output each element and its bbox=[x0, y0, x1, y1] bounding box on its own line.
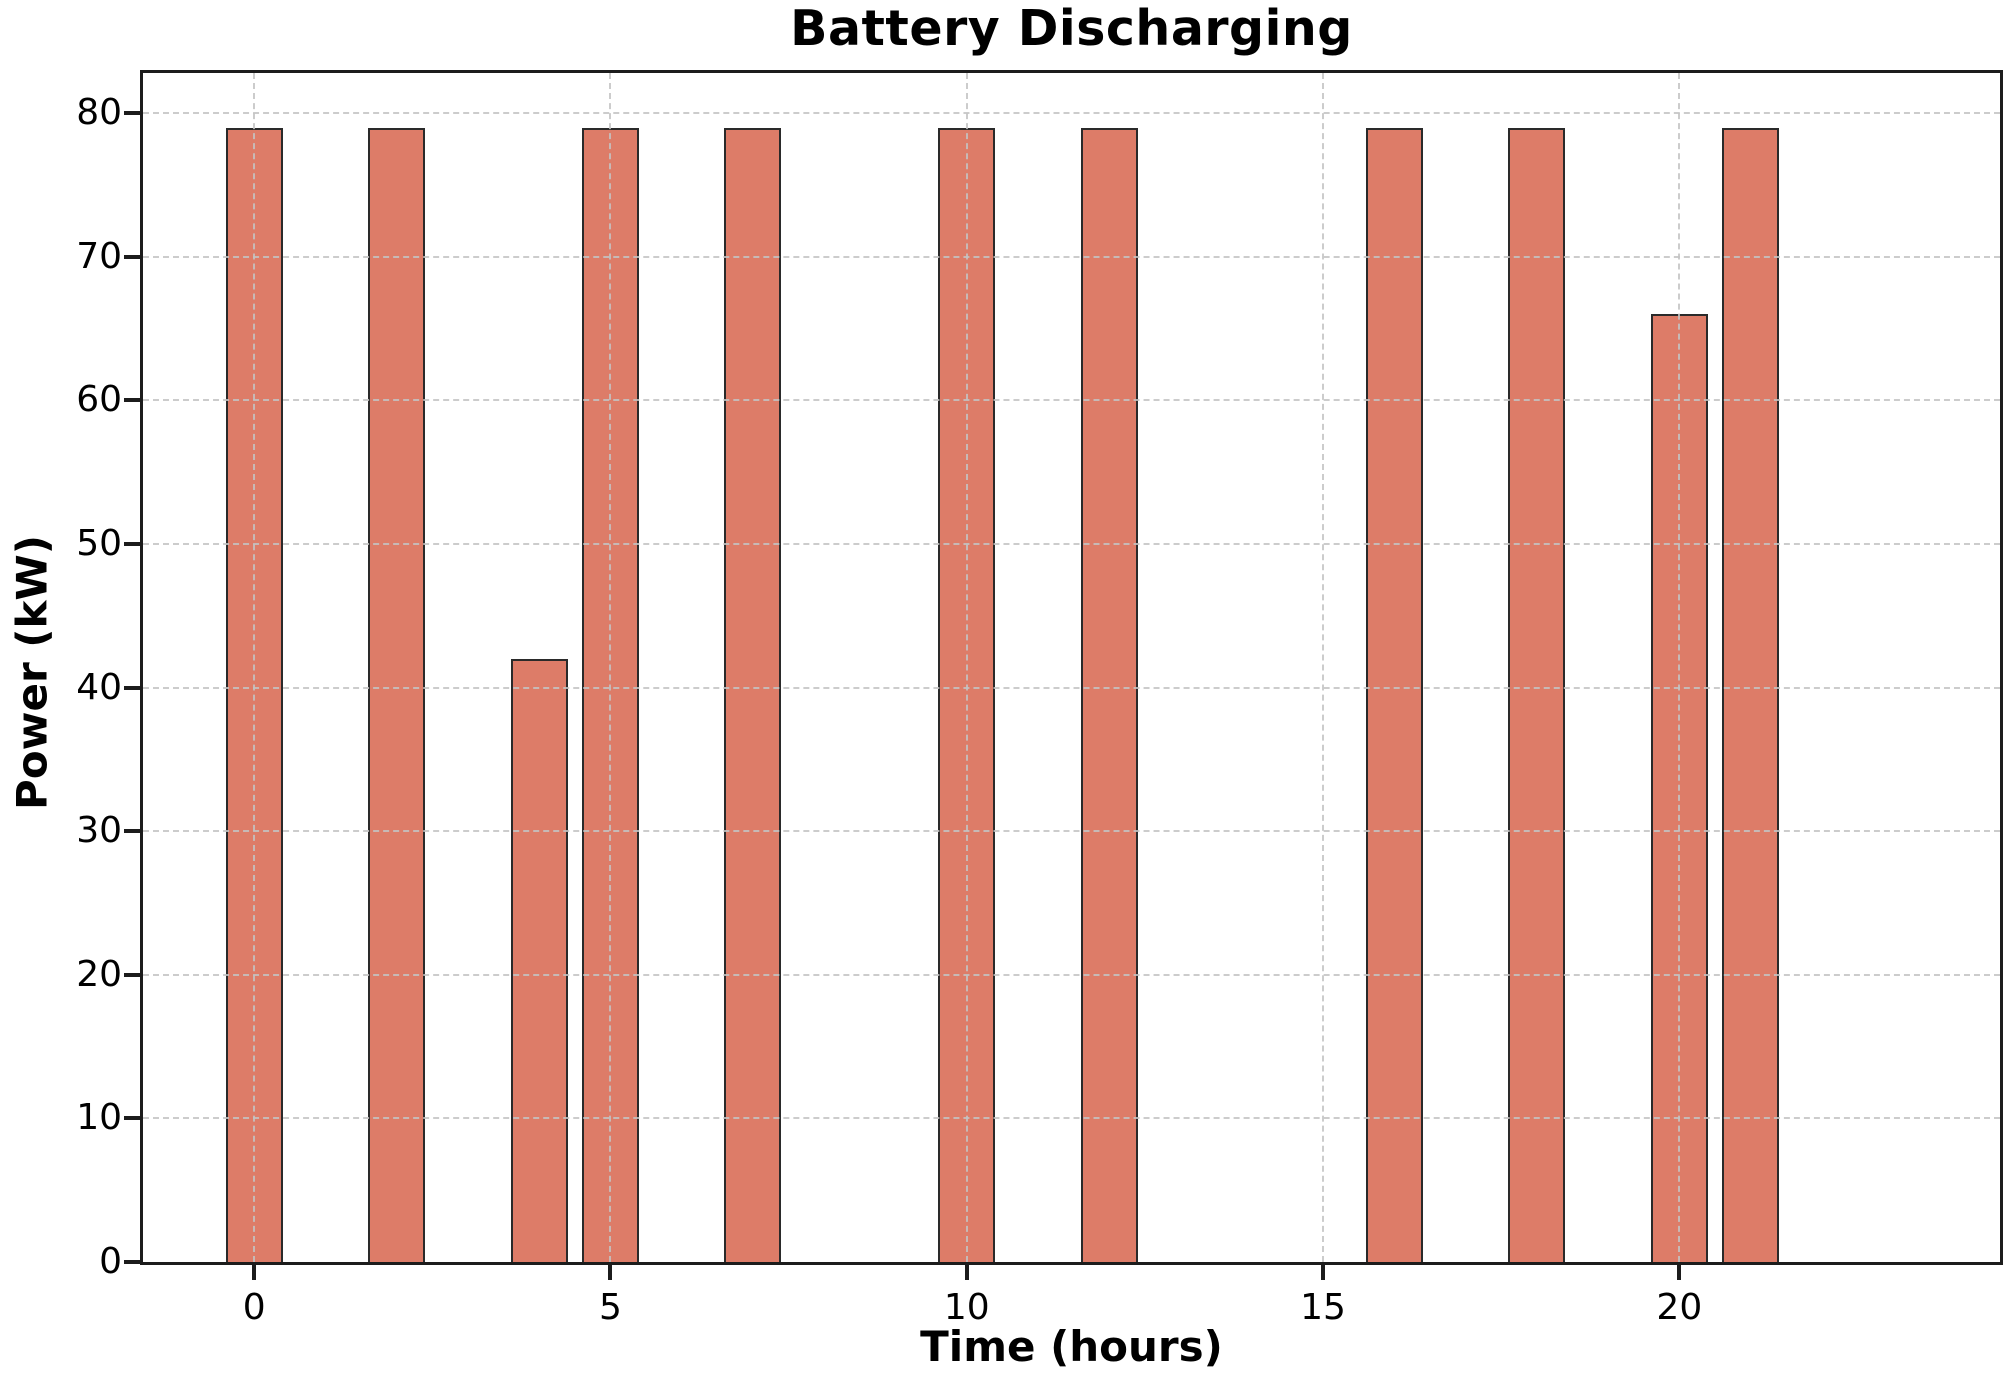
y-tick-label: 10 bbox=[76, 1097, 122, 1139]
plot-area bbox=[140, 70, 2003, 1265]
y-tick-label: 40 bbox=[76, 666, 122, 708]
gridline-horizontal bbox=[143, 399, 2000, 402]
x-tick-label: 0 bbox=[242, 1287, 266, 1328]
gridline-vertical bbox=[965, 73, 968, 1262]
y-tick-mark bbox=[124, 111, 140, 116]
x-tick-mark bbox=[1321, 1265, 1326, 1280]
x-tick-mark bbox=[608, 1265, 613, 1280]
bar bbox=[1508, 127, 1566, 1262]
bar bbox=[724, 127, 782, 1262]
gridline-horizontal bbox=[143, 112, 2000, 115]
gridline-vertical bbox=[1678, 73, 1681, 1262]
bar bbox=[1365, 127, 1423, 1262]
bar bbox=[368, 127, 426, 1262]
y-tick-mark bbox=[124, 1260, 140, 1264]
y-tick-label: 30 bbox=[76, 810, 122, 852]
gridline-horizontal bbox=[143, 255, 2000, 258]
bar bbox=[1722, 127, 1780, 1262]
y-tick-mark bbox=[124, 829, 140, 834]
y-tick-label: 60 bbox=[76, 379, 122, 421]
x-axis-label: Time (hours) bbox=[920, 1322, 1223, 1371]
x-tick-mark bbox=[964, 1265, 969, 1280]
x-tick-label: 5 bbox=[599, 1287, 622, 1328]
x-tick-mark bbox=[252, 1265, 257, 1280]
gridline-horizontal bbox=[143, 543, 2000, 545]
y-tick-mark bbox=[124, 254, 140, 259]
y-tick-label: 20 bbox=[76, 953, 122, 995]
y-tick-label: 70 bbox=[76, 235, 122, 277]
y-tick-mark bbox=[124, 972, 140, 977]
chart-title: Battery Discharging bbox=[790, 0, 1353, 57]
y-tick-label: 0 bbox=[99, 1241, 122, 1282]
gridline-horizontal bbox=[143, 973, 2000, 976]
y-tick-label: 80 bbox=[76, 92, 122, 134]
x-tick-label: 10 bbox=[943, 1287, 990, 1328]
bar bbox=[1080, 127, 1138, 1262]
gridline-horizontal bbox=[143, 830, 2000, 833]
gridline-vertical bbox=[609, 73, 612, 1262]
y-tick-mark bbox=[124, 542, 140, 546]
x-tick-label: 15 bbox=[1300, 1287, 1346, 1328]
y-tick-label: 50 bbox=[76, 523, 122, 564]
bar bbox=[510, 658, 568, 1262]
y-tick-mark bbox=[124, 398, 140, 403]
x-tick-label: 20 bbox=[1656, 1287, 1703, 1328]
gridline-horizontal bbox=[143, 686, 2000, 689]
x-tick-mark bbox=[1677, 1265, 1682, 1280]
gridline-vertical bbox=[253, 73, 256, 1262]
gridline-vertical bbox=[1322, 73, 1325, 1262]
gridline-horizontal bbox=[143, 1117, 2000, 1120]
y-tick-mark bbox=[124, 685, 140, 690]
y-tick-mark bbox=[124, 1116, 140, 1121]
